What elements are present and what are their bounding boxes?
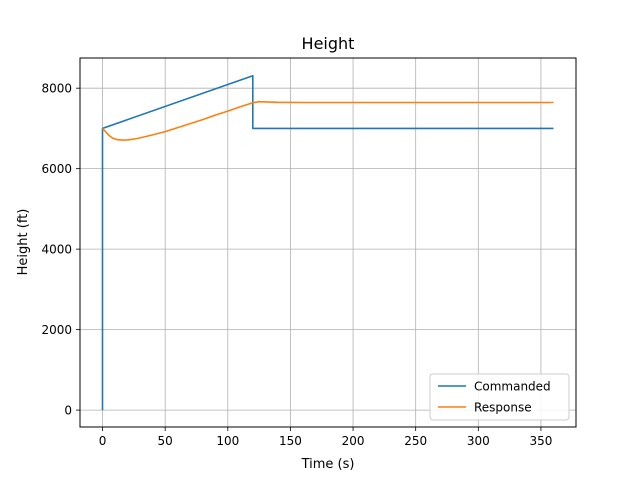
series-lines (101, 74, 554, 411)
legend-label-response: Response (474, 401, 532, 415)
x-tick-label: 100 (216, 434, 239, 448)
y-tick-label: 6000 (41, 162, 72, 176)
legend-label-commanded: Commanded (474, 380, 551, 394)
legend: Commanded Response (429, 373, 570, 421)
series-line-response (101, 100, 554, 141)
y-tick-label: 4000 (41, 243, 72, 257)
x-tick-label: 150 (279, 434, 302, 448)
chart-title: Height (302, 34, 355, 53)
y-tick-label: 0 (64, 404, 72, 418)
x-tick-label: 350 (529, 434, 552, 448)
x-tick-label: 250 (404, 434, 427, 448)
x-tick-label: 0 (99, 434, 107, 448)
y-tick-label: 8000 (41, 82, 72, 96)
grid (80, 58, 576, 427)
y-axis-label: Height (ft) (16, 209, 31, 276)
x-axis-label: Time (s) (301, 457, 355, 472)
y-tick-label: 2000 (41, 323, 72, 337)
series-line-commanded (101, 74, 554, 411)
x-tick-label: 50 (158, 434, 173, 448)
x-tick-label: 200 (342, 434, 365, 448)
axes-frame (79, 57, 577, 428)
axis-ticks: 0 50 100 150 200 250 300 350 0 2000 4000 6000 8000 (41, 82, 552, 448)
x-tick-label: 300 (467, 434, 490, 448)
